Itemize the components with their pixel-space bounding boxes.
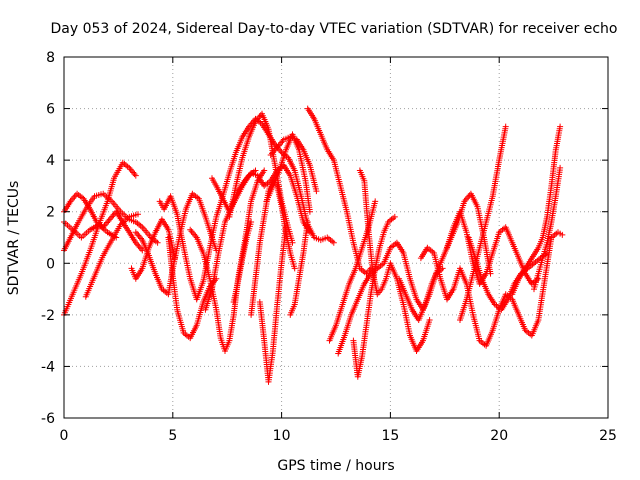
series-track-09	[165, 234, 220, 342]
series-track-18	[267, 133, 320, 195]
plus-markers-track-18	[267, 133, 320, 195]
series-track-31	[531, 164, 564, 293]
series-track-16	[256, 224, 289, 385]
series-track-15	[248, 177, 298, 318]
plus-markers-track-09	[165, 234, 220, 342]
ticks-layer: 0 5 10 15 20 25 -6 -4 -2 0 2 4 6 8	[41, 50, 617, 444]
y-tick-label: 8	[46, 50, 55, 66]
x-tick-label: 25	[599, 428, 617, 444]
plus-markers-track-15	[248, 177, 298, 318]
y-tick-label: -4	[41, 359, 55, 375]
series-track-24	[356, 167, 433, 354]
series-track-21	[326, 198, 379, 344]
plus-markers-track-13	[226, 110, 296, 246]
y-tick-label: 0	[46, 256, 55, 272]
plus-markers-track-01	[61, 159, 139, 318]
series-track-03	[61, 190, 146, 254]
plus-markers-track-16	[256, 224, 289, 385]
series-track-17	[263, 131, 313, 215]
plus-markers-track-03	[61, 190, 146, 254]
plus-markers-track-30	[509, 123, 564, 298]
plus-markers-track-14	[230, 219, 255, 305]
series-track-14	[230, 219, 255, 305]
y-tick-label: 4	[46, 153, 55, 169]
y-tick-label: -6	[41, 411, 55, 427]
plus-markers-track-19	[287, 219, 311, 318]
data-marks-layer	[61, 105, 566, 385]
series-track-19	[287, 219, 311, 318]
plus-markers-track-25	[396, 190, 494, 323]
y-tick-label: 6	[46, 102, 55, 118]
series-track-30	[509, 123, 564, 298]
series-track-25	[396, 190, 494, 323]
chart-title: Day 053 of 2024, Sidereal Day-to-day VTE…	[51, 21, 618, 37]
plus-markers-track-05	[82, 211, 141, 300]
y-tick-label: 2	[46, 205, 55, 221]
plus-markers-track-21	[326, 198, 379, 344]
x-tick-label: 20	[490, 428, 508, 444]
x-tick-label: 0	[60, 428, 69, 444]
plus-markers-track-24	[356, 167, 433, 354]
y-axis-title: SDTVAR / TECUs	[6, 181, 22, 296]
plot-frame	[63, 56, 609, 419]
y-tick-label: -2	[41, 308, 55, 324]
plus-markers-track-17	[263, 131, 313, 215]
x-tick-label: 10	[273, 428, 291, 444]
plus-markers-track-31	[531, 164, 564, 293]
series-track-13	[226, 110, 296, 246]
x-axis-title: GPS time / hours	[277, 458, 394, 474]
x-tick-label: 5	[168, 428, 177, 444]
plus-markers-track-10	[187, 167, 268, 354]
x-tick-label: 15	[381, 428, 399, 444]
grid-layer	[64, 57, 608, 418]
series-track-01	[61, 159, 139, 318]
series-track-10	[187, 167, 268, 354]
series-track-05	[82, 211, 141, 300]
